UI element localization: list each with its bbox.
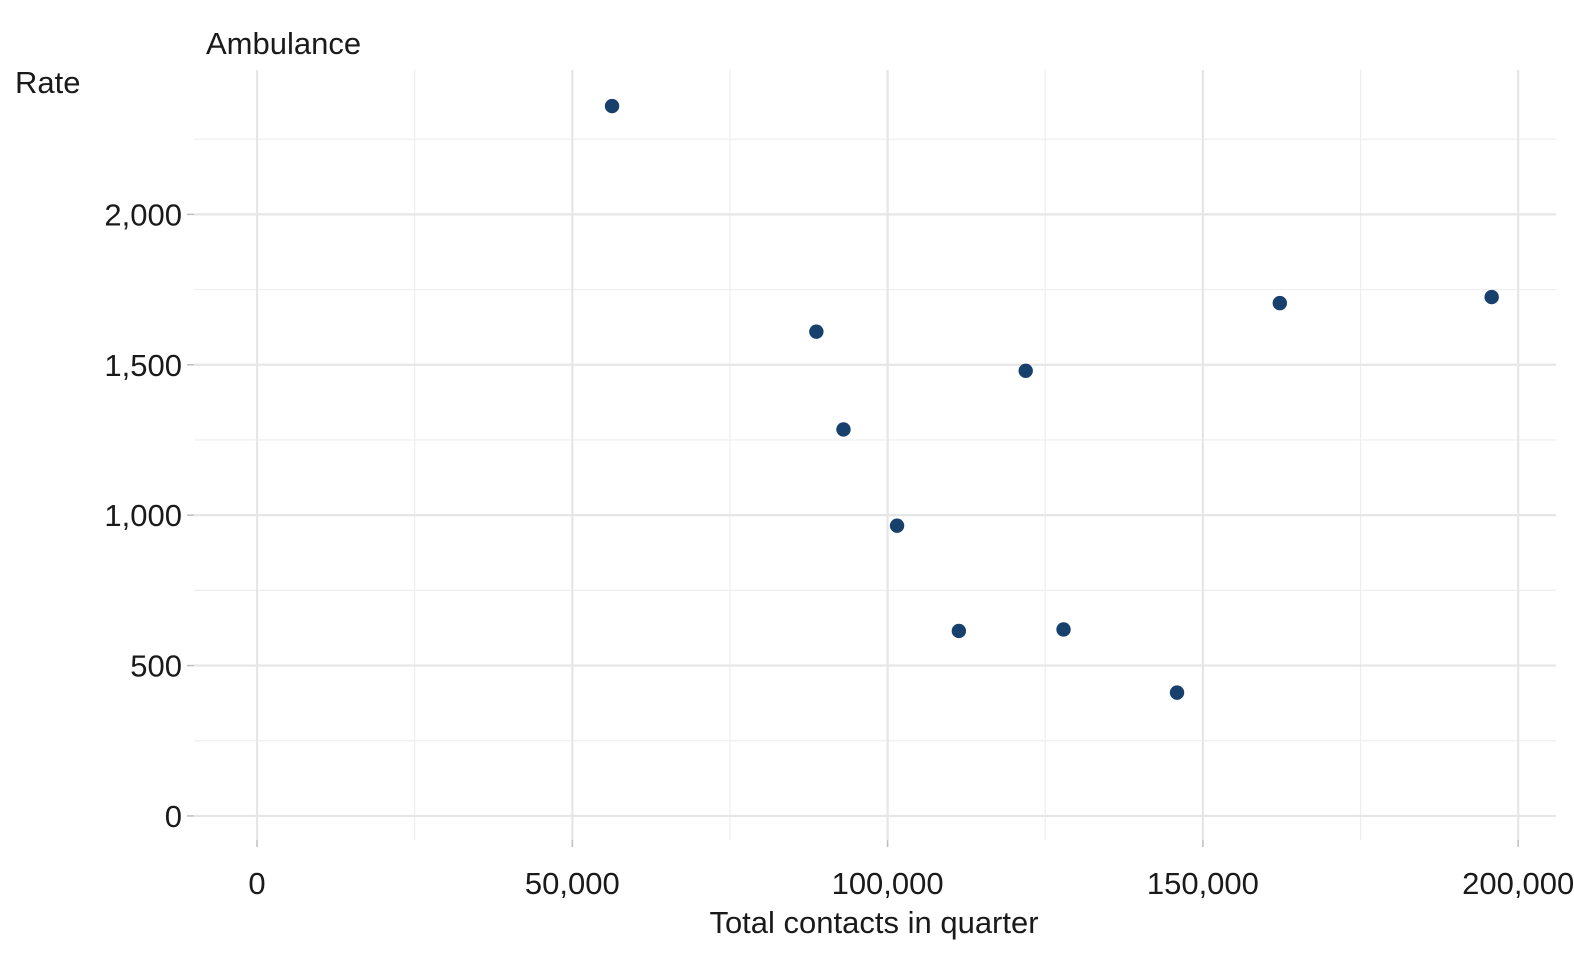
x-tick-label: 200,000 xyxy=(1462,866,1574,901)
y-tick-label: 2,000 xyxy=(104,197,182,232)
data-point xyxy=(951,623,967,639)
data-point xyxy=(1484,289,1499,305)
data-point xyxy=(1169,685,1185,700)
data-point xyxy=(889,518,905,533)
x-axis-label: Total contacts in quarter xyxy=(709,905,1038,940)
x-tick-label: 50,000 xyxy=(525,866,620,901)
chart-title: Ambulance xyxy=(206,26,361,61)
y-axis-label: Rate xyxy=(15,65,80,100)
data-point xyxy=(836,422,851,437)
data-point xyxy=(1056,622,1071,637)
data-point xyxy=(1272,295,1288,311)
x-tick-labels: 0 50,000 100,000 150,000 200,000 xyxy=(248,866,1574,901)
tick-mark-layer xyxy=(187,213,1519,847)
y-tick-labels: 0 500 1,000 1,500 2,000 xyxy=(104,197,182,834)
y-tick-label: 0 xyxy=(165,799,182,834)
data-point xyxy=(604,98,620,114)
data-point xyxy=(1018,363,1033,378)
x-tick-label: 100,000 xyxy=(832,866,944,901)
grid-layer xyxy=(194,70,1556,840)
x-tick-label: 150,000 xyxy=(1147,866,1259,901)
y-tick-label: 500 xyxy=(130,649,182,684)
y-tick-label: 1,500 xyxy=(104,348,182,383)
y-tick-label: 1,000 xyxy=(104,498,182,533)
x-tick-label: 0 xyxy=(248,866,265,901)
points-layer xyxy=(604,98,1499,700)
data-point xyxy=(809,324,824,339)
